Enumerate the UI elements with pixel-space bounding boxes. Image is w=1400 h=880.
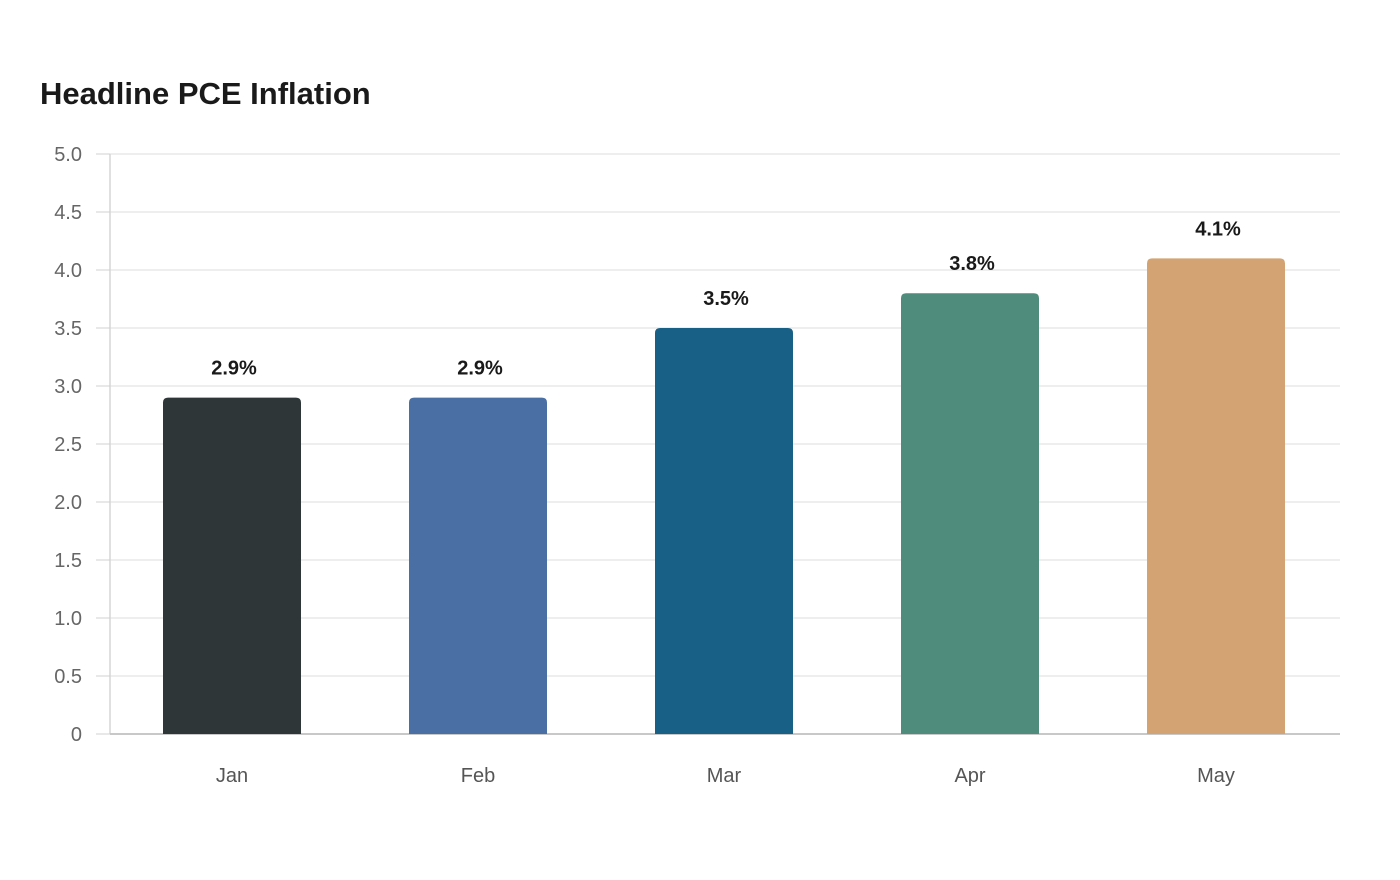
chart-title: Headline PCE Inflation <box>40 76 371 111</box>
bar-jan <box>163 397 301 734</box>
y-tick-label: 3.5 <box>54 318 82 340</box>
y-tick-label: 5.0 <box>54 144 82 166</box>
data-label-apr: 3.8% <box>949 253 995 275</box>
x-axis-labels: Jan Feb Mar Apr May <box>216 765 1235 787</box>
data-labels: 2.9% 2.9% 3.5% 3.8% 4.1% <box>211 218 1241 379</box>
data-label-may: 4.1% <box>1195 218 1241 240</box>
bar-apr <box>901 293 1039 734</box>
x-tick-label-may: May <box>1197 765 1235 787</box>
x-tick-label-jan: Jan <box>216 765 248 787</box>
y-axis-ticks: 0 0.5 1.0 1.5 2.0 2.5 3.0 3.5 4.0 4.5 5.0 <box>54 144 110 746</box>
y-tick-label: 3.0 <box>54 376 82 398</box>
bar-mar <box>655 328 793 734</box>
data-label-feb: 2.9% <box>457 358 503 380</box>
x-tick-label-mar: Mar <box>707 765 742 787</box>
x-tick-label-feb: Feb <box>461 765 495 787</box>
data-label-jan: 2.9% <box>211 358 257 380</box>
y-tick-label: 4.0 <box>54 260 82 282</box>
y-tick-label: 0.5 <box>54 666 82 688</box>
y-tick-label: 2.0 <box>54 492 82 514</box>
bar-may <box>1147 258 1285 734</box>
x-tick-label-apr: Apr <box>954 765 985 787</box>
y-tick-label: 1.5 <box>54 550 82 572</box>
bars <box>163 258 1285 734</box>
y-tick-label: 4.5 <box>54 202 82 224</box>
y-tick-label: 2.5 <box>54 434 82 456</box>
bar-feb <box>409 397 547 734</box>
y-tick-label: 0 <box>71 724 82 746</box>
y-tick-label: 1.0 <box>54 608 82 630</box>
data-label-mar: 3.5% <box>703 288 749 310</box>
